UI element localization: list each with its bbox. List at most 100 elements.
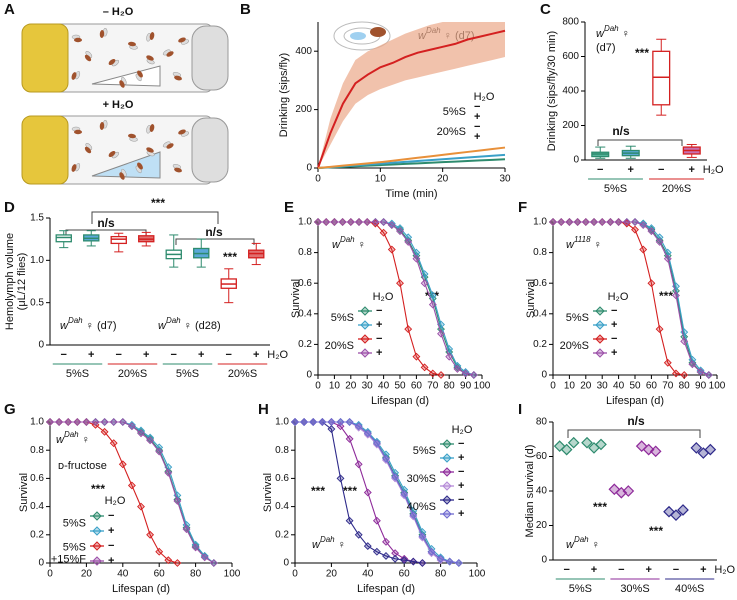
fly-icon [119, 168, 127, 180]
x-tick-label: 40 [378, 381, 390, 392]
y-tick-label: 0.6 [533, 278, 547, 289]
data-point [164, 463, 173, 472]
data-point [100, 427, 109, 436]
capillary-icon [333, 21, 391, 51]
data-point [372, 440, 381, 449]
fly-body [174, 75, 182, 81]
x-tick-label: 50 [629, 381, 641, 392]
fly-body [128, 133, 136, 139]
legend-swatch [442, 467, 452, 477]
data-point [363, 430, 372, 439]
data-point [672, 291, 680, 300]
data-point [461, 369, 470, 378]
fly-icon [84, 143, 93, 154]
genotype-sup: Dah [64, 430, 79, 439]
y-axis-label: (μL/12 flies) [16, 253, 28, 311]
y-axis-label: Drinking (sips/fly/30 min) [546, 31, 558, 151]
legend-group: 5%S [63, 541, 86, 553]
x-tick-label: 40 [117, 569, 129, 580]
fly-icon [172, 164, 182, 173]
panel-letter: F [518, 199, 527, 216]
y-tick-label: 0.8 [275, 445, 289, 456]
data-point [300, 418, 309, 426]
data-point [614, 218, 623, 226]
x-tick-label: + [591, 564, 597, 576]
box [55, 234, 72, 243]
data-point [109, 439, 118, 448]
x-axis-label: H₂O [267, 349, 288, 361]
data-point [437, 329, 445, 338]
genotype-sup: Dah [604, 24, 619, 33]
data-point [663, 358, 672, 367]
data-point [647, 279, 656, 288]
fly-icon [135, 70, 143, 82]
x-tick-label: 20 [437, 174, 449, 185]
x-tick-label: 80 [444, 381, 456, 392]
fly-body [99, 122, 105, 130]
y-tick-label: 0.4 [298, 308, 312, 319]
data-point [418, 533, 427, 542]
series-line [317, 29, 506, 169]
x-tick-label: 90 [460, 381, 472, 392]
annotation: *** [151, 196, 165, 210]
x-axis-label: Lifespan (d) [371, 395, 429, 407]
y-tick-label: 0.6 [275, 473, 289, 484]
genotype-label: w1118 ♀ [566, 235, 602, 251]
fly-body [137, 162, 143, 170]
annotation: n/s [627, 414, 645, 428]
data-point [371, 218, 380, 226]
data-point [164, 468, 173, 477]
x-tick-label: 60 [399, 569, 411, 580]
data-point [118, 460, 127, 469]
x-tick-label: + [628, 164, 634, 176]
x-tick-label: 30 [499, 174, 511, 185]
data-point [639, 221, 648, 229]
x-tick-label: 50 [394, 381, 406, 392]
x-tick-label: 60 [411, 381, 423, 392]
panel-letter: B [240, 1, 251, 18]
data-point [137, 429, 145, 438]
legend-swatch [442, 481, 452, 491]
legend-swatch [92, 556, 102, 566]
data-point [647, 227, 656, 236]
data-point [382, 537, 390, 546]
data-point [454, 559, 463, 567]
y-tick-label: 40 [536, 486, 548, 497]
data-point [655, 237, 664, 246]
y-tick-label: 0 [541, 370, 547, 381]
data-point [428, 300, 437, 309]
x-tick-label: 100 [709, 381, 726, 392]
series-line [318, 221, 474, 376]
legend-label: + [108, 525, 114, 537]
annotation: n/s [205, 225, 223, 239]
x-tick-label: − [116, 349, 122, 361]
data-point [354, 422, 363, 431]
series-line [317, 146, 506, 169]
legend-label: + [611, 319, 617, 331]
data-point [427, 549, 436, 558]
x-tick-label: 30 [362, 381, 374, 392]
legend-group: 5%S [63, 517, 86, 529]
x-axis-label: H₂O [714, 564, 735, 576]
genotype-sup: Dah [166, 316, 181, 325]
box [110, 235, 127, 245]
x-tick-label: + [143, 349, 149, 361]
data-point [639, 219, 648, 228]
data-point [680, 337, 689, 346]
data-point [127, 422, 136, 431]
fly-body [174, 167, 182, 173]
x-tick-label: − [618, 564, 624, 576]
data-point [672, 369, 680, 378]
genotype-rest: ♀ [82, 434, 90, 446]
annotation: *** [343, 484, 357, 498]
data-point [704, 443, 717, 456]
fly-body [128, 41, 136, 47]
fly-body [108, 150, 116, 158]
annotation: *** [635, 46, 649, 60]
fly-icon [162, 49, 174, 57]
data-point [391, 549, 400, 558]
data-point [418, 559, 427, 567]
genotype-label: wDah ♀ [596, 24, 630, 40]
condition-label: + H₂O [103, 99, 134, 111]
